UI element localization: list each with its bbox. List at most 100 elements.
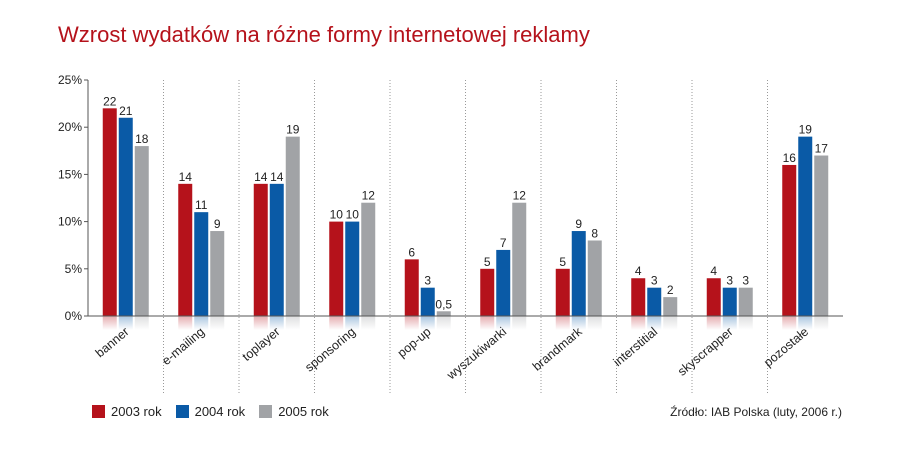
data-label: 3 [742, 274, 749, 288]
bar [571, 231, 586, 316]
data-label: 17 [815, 142, 829, 156]
bar-reflection [663, 316, 678, 330]
bar [587, 240, 602, 316]
bar-reflection [814, 316, 829, 330]
data-label: 0,5 [435, 297, 452, 311]
bar-reflection [329, 316, 344, 330]
bar-reflection [587, 316, 602, 330]
bar-reflection [361, 316, 376, 330]
data-label: 12 [362, 189, 376, 203]
bar [436, 311, 451, 316]
data-label: 9 [575, 217, 582, 231]
legend-swatch-2003 [92, 405, 105, 418]
bar-reflection [706, 316, 721, 330]
legend-item-2005: 2005 rok [259, 404, 329, 419]
bar [285, 136, 300, 316]
data-label: 14 [270, 170, 284, 184]
data-label: 5 [559, 255, 566, 269]
bar-reflection [194, 316, 209, 330]
bar [480, 268, 495, 316]
data-label: 9 [214, 217, 221, 231]
category-label: skyscrapper [675, 325, 736, 379]
y-tick-label: 0% [65, 309, 83, 323]
data-label: 4 [710, 264, 717, 278]
legend-label-2005: 2005 rok [278, 404, 329, 419]
data-label: 3 [726, 274, 733, 288]
bar [178, 183, 193, 316]
category-label: e-mailing [159, 325, 207, 368]
bar [512, 202, 527, 316]
bar-reflection [420, 316, 435, 330]
bar [361, 202, 376, 316]
data-label: 22 [103, 94, 117, 108]
category-label: brandmark [530, 324, 585, 374]
bar-reflection [631, 316, 646, 330]
chart-title: Wzrost wydatków na różne formy interneto… [58, 22, 590, 47]
category-label: pozostałe [761, 325, 811, 370]
bar-reflection [512, 316, 527, 330]
bar-reflection [571, 316, 586, 330]
bar-reflection [253, 316, 268, 330]
bar [134, 146, 149, 316]
data-label: 10 [346, 208, 360, 222]
bar-reflection [269, 316, 284, 330]
bar-reflection [210, 316, 225, 330]
bar-reflection [480, 316, 495, 330]
bar-reflection [722, 316, 737, 330]
y-tick-label: 5% [65, 262, 83, 276]
bar-reflection [496, 316, 511, 330]
bar-reflection [345, 316, 360, 330]
data-label: 16 [783, 151, 797, 165]
data-label: 12 [513, 189, 527, 203]
data-label: 14 [254, 170, 268, 184]
bar [118, 117, 133, 316]
legend-swatch-2005 [259, 405, 273, 418]
bar [102, 108, 117, 316]
data-label: 21 [119, 104, 133, 118]
bar [345, 221, 360, 316]
legend-label-2003: 2003 rok [111, 404, 162, 419]
bar [782, 164, 797, 316]
category-label: toplayer [240, 325, 283, 364]
bar-reflection [436, 316, 451, 330]
y-tick-label: 25% [58, 73, 82, 87]
legend-item-2004: 2004 rok [175, 404, 246, 419]
legend-swatch-2004 [175, 405, 189, 418]
bar-reflection [134, 316, 149, 330]
data-label: 3 [651, 274, 658, 288]
data-label: 2 [667, 283, 674, 297]
bar [814, 155, 829, 316]
bar [706, 278, 721, 316]
bar-reflection [798, 316, 813, 330]
bar-reflection [285, 316, 300, 330]
data-label: 18 [135, 132, 149, 146]
data-label: 10 [330, 208, 344, 222]
bar-reflection [178, 316, 193, 330]
bar [738, 287, 753, 316]
bar [329, 221, 344, 316]
bar [269, 183, 284, 316]
bar [210, 231, 225, 316]
legend: 2003 rok 2004 rok 2005 rok [92, 404, 343, 419]
data-label: 5 [484, 255, 491, 269]
bar [404, 259, 419, 316]
legend-label-2004: 2004 rok [194, 404, 246, 419]
bar-reflection [555, 316, 570, 330]
bar-reflection [647, 316, 662, 330]
category-label: wyszukiwarki [444, 325, 510, 383]
bar-reflection [738, 316, 753, 330]
bar [555, 268, 570, 316]
bar [798, 136, 813, 316]
data-label: 7 [500, 236, 507, 250]
y-tick-label: 15% [58, 167, 82, 181]
bar-reflection [782, 316, 797, 330]
data-label: 11 [195, 198, 208, 212]
data-label: 6 [408, 245, 415, 259]
bar [420, 287, 435, 316]
bar-reflection [404, 316, 419, 330]
y-tick-label: 10% [58, 215, 82, 229]
source-note: Źródło: IAB Polska (luty, 2006 r.) [670, 405, 842, 419]
y-tick-label: 20% [58, 120, 82, 134]
category-label: interstitial [611, 325, 660, 370]
